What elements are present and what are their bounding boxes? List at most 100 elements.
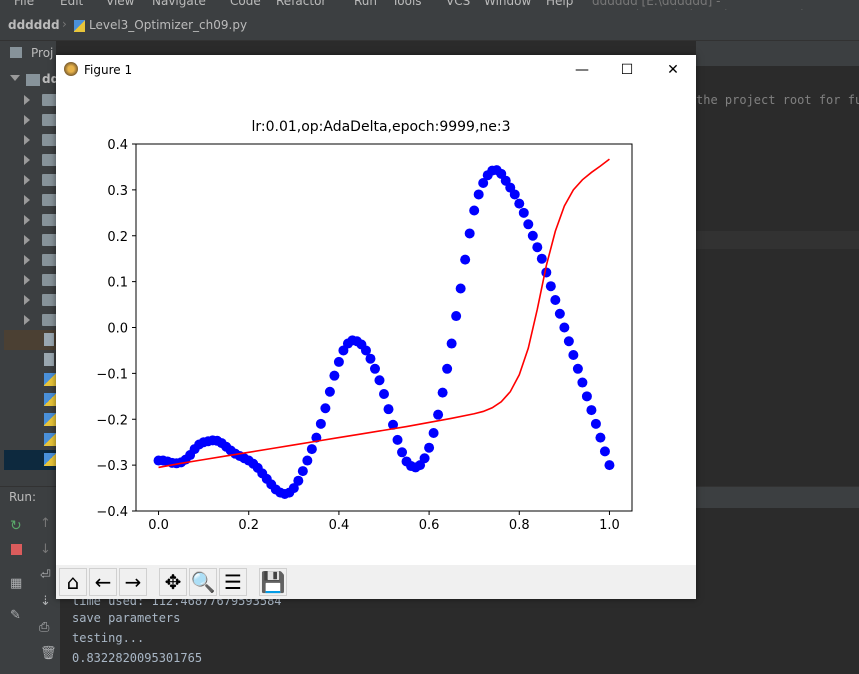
tree-item[interactable] xyxy=(4,350,56,370)
expand-arrow-icon[interactable] xyxy=(24,255,30,265)
console-line: 0.8322820095301765 xyxy=(72,651,203,665)
tree-item[interactable] xyxy=(4,190,58,210)
menu-item[interactable]: dddddd [E:\dddddd] - ...\Level3_Optimize… xyxy=(592,0,832,10)
folder-icon xyxy=(42,254,58,266)
scatter-point xyxy=(460,254,471,265)
y-tick-label: 0.4 xyxy=(107,138,128,153)
expand-arrow-icon[interactable] xyxy=(24,115,30,125)
pin-icon[interactable]: ✎ xyxy=(10,608,21,623)
scatter-point xyxy=(563,336,574,347)
project-folder-icon xyxy=(10,47,22,58)
menu-item[interactable]: Code xyxy=(230,0,261,8)
menu-item[interactable]: Window xyxy=(484,0,532,8)
expand-icon xyxy=(10,75,20,81)
tree-item[interactable] xyxy=(4,210,58,230)
tree-item[interactable] xyxy=(4,430,56,450)
scatter-point xyxy=(518,207,529,218)
menu-item[interactable]: File xyxy=(14,0,35,8)
down-arrow-icon[interactable]: ↓ xyxy=(40,542,51,557)
scatter-point xyxy=(428,428,439,439)
layout-icon[interactable]: ▦ xyxy=(10,576,23,591)
forward-icon[interactable]: → xyxy=(119,568,147,596)
expand-arrow-icon[interactable] xyxy=(24,235,30,245)
y-tick-label: 0.0 xyxy=(107,322,128,337)
menu-item[interactable]: View xyxy=(106,0,135,8)
y-tick-label: −0.2 xyxy=(96,413,128,428)
tree-root-label: dd xyxy=(42,72,60,86)
scatter-point xyxy=(383,404,394,415)
rerun-icon[interactable]: ↻ xyxy=(10,518,22,534)
expand-arrow-icon[interactable] xyxy=(24,315,30,325)
menu-item[interactable]: Tools xyxy=(392,0,422,8)
folder-icon xyxy=(26,74,40,86)
menu-item[interactable]: VCS xyxy=(446,0,471,8)
scatter-point xyxy=(397,447,408,458)
scatter-point xyxy=(451,311,462,322)
zoom-icon[interactable]: 🔍 xyxy=(189,568,217,596)
tree-item[interactable] xyxy=(4,410,56,430)
tree-item[interactable] xyxy=(4,290,58,310)
tree-item[interactable] xyxy=(4,390,56,410)
expand-arrow-icon[interactable] xyxy=(24,95,30,105)
menu-item[interactable]: Navigate xyxy=(152,0,206,8)
expand-arrow-icon[interactable] xyxy=(24,135,30,145)
figure-titlebar[interactable]: Figure 1 — ☐ ✕ xyxy=(56,55,696,85)
tree-item[interactable] xyxy=(4,370,56,390)
navigation-bar: dddddd › Level3_Optimizer_ch09.py xyxy=(0,10,859,41)
back-icon[interactable]: ← xyxy=(89,568,117,596)
tree-root[interactable]: dd xyxy=(4,70,60,90)
trash-icon[interactable]: 🗑 xyxy=(40,646,57,661)
tree-item[interactable] xyxy=(4,170,58,190)
editor-area[interactable]: the project root for fu xyxy=(696,66,859,456)
print-icon[interactable]: ⎙ xyxy=(39,620,50,635)
home-icon[interactable]: ⌂ xyxy=(59,568,87,596)
tree-item[interactable] xyxy=(4,130,58,150)
up-arrow-icon[interactable]: ↑ xyxy=(40,516,51,531)
project-panel-label[interactable]: Proj xyxy=(31,46,54,60)
editor-current-line xyxy=(696,231,859,249)
scatter-point xyxy=(369,363,380,374)
tree-item[interactable] xyxy=(4,330,56,350)
close-button[interactable]: ✕ xyxy=(667,62,679,78)
scatter-point xyxy=(419,453,430,464)
breadcrumb-project[interactable]: dddddd xyxy=(8,18,60,32)
tree-item[interactable] xyxy=(4,230,58,250)
tree-item[interactable] xyxy=(4,270,58,290)
python-file-icon xyxy=(44,413,56,426)
matplotlib-logo-icon xyxy=(64,62,78,76)
folder-icon xyxy=(42,154,58,166)
save-icon[interactable]: 💾 xyxy=(259,568,287,596)
expand-arrow-icon[interactable] xyxy=(24,195,30,205)
expand-arrow-icon[interactable] xyxy=(24,295,30,305)
stop-icon[interactable] xyxy=(11,544,22,555)
menu-item[interactable]: Help xyxy=(546,0,574,8)
minimize-button[interactable]: — xyxy=(575,62,589,78)
pan-icon[interactable]: ✥ xyxy=(159,568,187,596)
breadcrumb-file[interactable]: Level3_Optimizer_ch09.py xyxy=(89,18,248,32)
tree-item[interactable] xyxy=(4,90,58,110)
scatter-point xyxy=(288,483,299,494)
expand-arrow-icon[interactable] xyxy=(24,175,30,185)
scatter-point xyxy=(478,177,489,188)
tree-item[interactable] xyxy=(4,110,58,130)
menu-item[interactable]: Edit xyxy=(60,0,84,8)
expand-arrow-icon[interactable] xyxy=(24,275,30,285)
menu-item[interactable]: Run xyxy=(354,0,378,8)
editor-tabs xyxy=(696,41,859,66)
maximize-button[interactable]: ☐ xyxy=(620,62,634,78)
soft-wrap-icon[interactable]: ⏎ xyxy=(40,568,51,583)
tree-item[interactable] xyxy=(4,250,58,270)
tree-item[interactable] xyxy=(4,310,58,330)
expand-arrow-icon[interactable] xyxy=(24,155,30,165)
scroll-to-end-icon[interactable]: ⇣ xyxy=(40,594,51,609)
figure-canvas[interactable]: lr:0.01,op:AdaDelta,epoch:9999,ne:3 0.0 0… xyxy=(56,85,696,565)
folder-icon xyxy=(42,214,58,226)
tree-item[interactable] xyxy=(4,150,58,170)
file-icon xyxy=(44,333,54,346)
menu-item[interactable]: Refactor xyxy=(276,0,327,8)
scatter-point xyxy=(329,370,340,381)
expand-arrow-icon[interactable] xyxy=(24,215,30,225)
tree-item[interactable] xyxy=(4,450,56,470)
configure-icon[interactable]: ☰ xyxy=(219,568,247,596)
figure-window[interactable]: Figure 1 — ☐ ✕ lr:0.01,op:AdaDelta,epoch… xyxy=(56,55,696,599)
